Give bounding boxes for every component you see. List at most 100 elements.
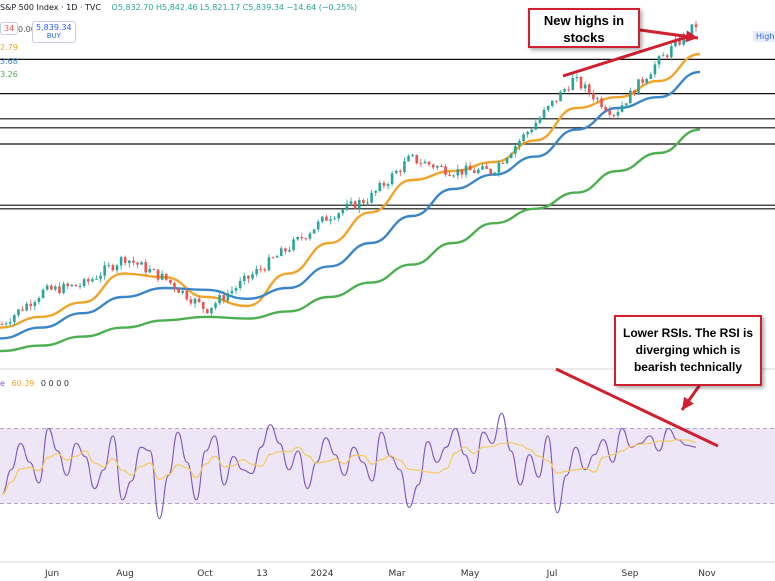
candle-body	[173, 282, 176, 289]
candle-body	[407, 156, 410, 162]
candle	[177, 288, 180, 293]
new-highs-arrow-head	[685, 30, 698, 43]
candle	[284, 247, 287, 255]
candle	[58, 282, 61, 295]
candle-body	[316, 221, 320, 230]
candle-body	[123, 257, 127, 264]
candle-body	[390, 173, 394, 185]
candle	[653, 61, 657, 78]
candle-body	[41, 289, 45, 299]
x-tick-label: 13	[256, 569, 267, 579]
x-tick-label: Mar	[389, 569, 406, 579]
candle	[247, 275, 250, 283]
candle-body	[148, 269, 152, 273]
candle	[82, 277, 86, 288]
candle-body	[185, 290, 189, 300]
candle	[431, 163, 435, 170]
candle-body	[435, 166, 439, 168]
candle-body	[82, 279, 86, 286]
candle	[357, 197, 361, 214]
candle-body	[37, 298, 41, 303]
candle-body	[567, 89, 570, 91]
candle-body	[238, 280, 242, 289]
candle-body	[514, 146, 517, 154]
candle	[645, 77, 649, 85]
candle-body	[156, 269, 160, 280]
candle-body	[386, 184, 390, 186]
sell-price-box[interactable]: 34	[0, 22, 19, 35]
candle	[292, 236, 295, 252]
candle-body	[103, 265, 106, 276]
candle-body	[694, 24, 698, 28]
candle-body	[25, 303, 28, 311]
candle-body	[349, 201, 353, 204]
candle-body	[592, 93, 595, 100]
candle	[123, 255, 127, 266]
candle	[99, 272, 102, 283]
candle	[321, 216, 324, 224]
x-axis: Jun Aug Oct 13 2024 Mar May Jul Sep Nov	[0, 561, 775, 579]
candle-body	[0, 324, 4, 325]
candle	[390, 170, 394, 187]
candle	[37, 296, 41, 305]
candle	[160, 269, 164, 281]
candle	[288, 246, 291, 253]
candle-body	[218, 295, 221, 304]
candle-body	[49, 285, 53, 290]
candle-body	[341, 209, 345, 214]
sell-price: 34	[4, 24, 15, 33]
candle	[259, 265, 263, 273]
candle	[226, 289, 230, 304]
rsi-value: 60.39	[11, 379, 35, 388]
candle	[464, 161, 468, 178]
candle	[514, 144, 517, 158]
candle	[349, 197, 353, 206]
candle-body	[152, 269, 156, 271]
candle-body	[534, 122, 538, 130]
candle	[608, 106, 612, 118]
candle	[115, 263, 119, 274]
candle	[452, 174, 456, 178]
symbol-title: S&P 500 Index · 1D · TVC	[0, 3, 101, 12]
candle-body	[604, 107, 607, 111]
candle-body	[144, 262, 148, 273]
candle-body	[78, 285, 82, 287]
candle	[353, 200, 357, 210]
candle	[460, 169, 464, 179]
x-tick-label: 2024	[311, 569, 334, 579]
buy-price-box[interactable]: 5,839.34 BUY	[32, 21, 76, 43]
candle-body	[452, 175, 456, 177]
candle	[522, 132, 525, 145]
candle-body	[304, 238, 308, 240]
candle-body	[308, 233, 312, 239]
candle	[493, 171, 497, 176]
candle	[481, 163, 484, 171]
candle	[119, 255, 123, 270]
candle	[555, 100, 558, 104]
candle	[144, 259, 148, 276]
candle-body	[444, 166, 447, 175]
candle-body	[222, 295, 226, 301]
candle	[91, 277, 94, 283]
candle	[13, 313, 16, 326]
candle	[427, 161, 431, 167]
candle-body	[596, 98, 599, 100]
candle	[477, 167, 480, 175]
candle-body	[345, 203, 349, 210]
ohlc-readout: O5,832.70 H5,842.46 L5,821.17 C5,839.34 …	[111, 3, 358, 12]
candle	[29, 299, 33, 311]
candle	[575, 73, 579, 83]
candle-body	[448, 174, 451, 176]
candle	[468, 161, 472, 171]
candle-body	[267, 257, 271, 271]
candle-body	[493, 172, 497, 174]
candle-body	[497, 162, 501, 173]
candle	[411, 153, 414, 158]
candle-body	[210, 307, 213, 314]
buy-label: BUY	[46, 32, 61, 40]
candle	[637, 79, 640, 95]
candle-body	[255, 269, 258, 275]
candle	[304, 237, 308, 241]
spread-value: 0.00	[18, 25, 36, 34]
candle-body	[275, 256, 279, 258]
